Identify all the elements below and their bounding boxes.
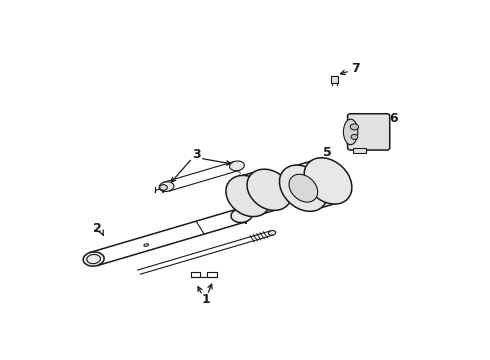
Ellipse shape [83,252,104,266]
Text: 3: 3 [192,148,200,161]
Ellipse shape [343,119,358,145]
Text: 2: 2 [93,222,102,235]
Ellipse shape [247,169,292,210]
Text: 5: 5 [323,146,331,159]
Ellipse shape [289,174,318,202]
Ellipse shape [226,175,270,217]
Ellipse shape [231,208,252,222]
Ellipse shape [159,182,174,192]
Ellipse shape [350,124,359,130]
Text: 6: 6 [389,112,398,125]
Ellipse shape [160,185,167,190]
Bar [352,148,366,153]
Ellipse shape [279,165,327,211]
Text: 1: 1 [201,293,210,306]
Text: 4: 4 [239,214,248,227]
FancyBboxPatch shape [347,114,390,150]
Bar [331,76,339,84]
Ellipse shape [229,161,245,171]
Text: 7: 7 [351,62,360,75]
Ellipse shape [304,158,352,204]
Ellipse shape [269,230,276,235]
Ellipse shape [351,134,358,139]
